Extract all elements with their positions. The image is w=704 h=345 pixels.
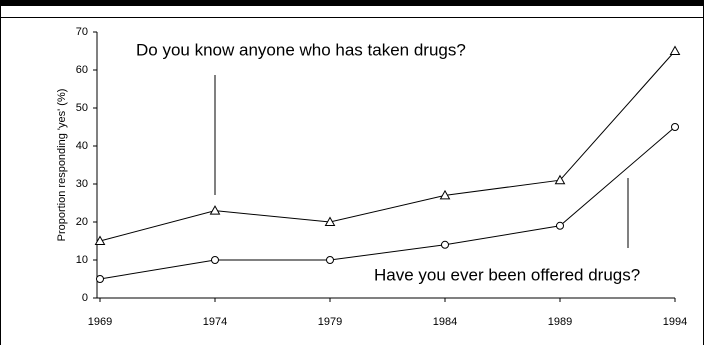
marker bbox=[94, 235, 106, 245]
series-line bbox=[99, 50, 676, 242]
x-tick-label: 1979 bbox=[318, 316, 342, 328]
marker bbox=[211, 256, 219, 264]
x-tick-label: 1974 bbox=[203, 316, 227, 328]
annotation: Have you ever been offered drugs? bbox=[374, 265, 640, 284]
marker bbox=[671, 123, 679, 131]
y-tick-label: 0 bbox=[82, 292, 88, 304]
x-tick-label: 1989 bbox=[548, 316, 572, 328]
y-tick-label: 60 bbox=[76, 64, 88, 76]
x-tick-label: 1984 bbox=[433, 316, 457, 328]
y-tick-label: 70 bbox=[76, 26, 88, 38]
annotation: Do you know anyone who has taken drugs? bbox=[136, 40, 466, 59]
y-tick-label: 20 bbox=[76, 216, 88, 228]
y-tick-label: 40 bbox=[76, 140, 88, 152]
x-tick-label: 1994 bbox=[663, 316, 687, 328]
y-tick-label: 50 bbox=[76, 102, 88, 114]
marker bbox=[441, 240, 449, 249]
y-tick-label: 30 bbox=[76, 178, 88, 190]
series-line bbox=[99, 126, 676, 280]
marker bbox=[326, 256, 334, 264]
marker bbox=[554, 174, 566, 185]
marker bbox=[96, 275, 104, 283]
y-axis-label: Proportion responding 'yes' (%) bbox=[56, 89, 68, 242]
marker bbox=[209, 205, 221, 215]
y-tick-label: 10 bbox=[76, 254, 88, 266]
marker bbox=[324, 216, 336, 226]
x-tick-label: 1969 bbox=[88, 316, 112, 328]
marker bbox=[556, 221, 564, 230]
header-band bbox=[0, 0, 704, 6]
marker bbox=[669, 45, 681, 55]
marker bbox=[439, 189, 451, 200]
